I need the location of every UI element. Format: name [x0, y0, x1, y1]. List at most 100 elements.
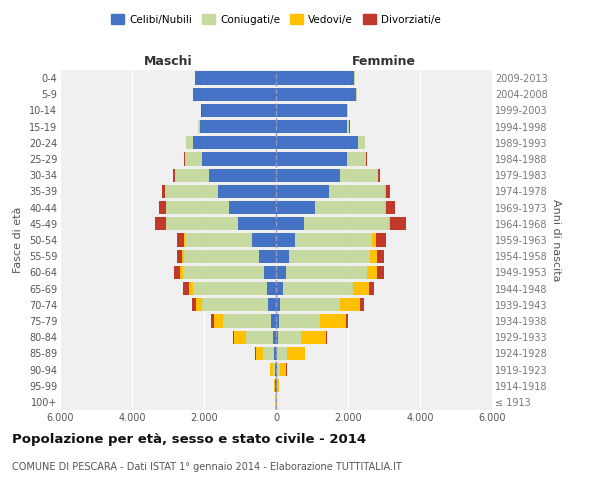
Bar: [276, 266, 286, 279]
Bar: [347, 120, 349, 134]
Bar: [340, 168, 378, 182]
Bar: [385, 185, 386, 198]
Bar: [181, 266, 183, 279]
Bar: [263, 346, 274, 360]
Bar: [155, 217, 166, 230]
Bar: [275, 363, 276, 376]
Bar: [233, 330, 246, 344]
Bar: [214, 314, 223, 328]
Bar: [278, 330, 301, 344]
Bar: [184, 282, 188, 295]
Bar: [377, 266, 384, 279]
Bar: [276, 120, 347, 134]
Bar: [184, 234, 185, 246]
Bar: [189, 282, 193, 295]
Bar: [276, 104, 347, 117]
Bar: [184, 152, 185, 166]
Bar: [202, 298, 268, 312]
Bar: [218, 185, 276, 198]
Bar: [177, 234, 184, 246]
Bar: [276, 363, 277, 376]
Bar: [272, 363, 275, 376]
Bar: [159, 201, 166, 214]
Bar: [199, 120, 200, 134]
Bar: [177, 250, 182, 263]
Bar: [315, 201, 385, 214]
Bar: [385, 201, 386, 214]
Text: Maschi: Maschi: [143, 54, 193, 68]
Bar: [274, 379, 275, 392]
Bar: [185, 234, 251, 246]
Bar: [196, 298, 202, 312]
Bar: [193, 282, 266, 295]
Bar: [276, 314, 278, 328]
Bar: [353, 282, 369, 295]
Bar: [271, 314, 276, 328]
Bar: [276, 72, 355, 85]
Y-axis label: Fasce di età: Fasce di età: [13, 207, 23, 273]
Bar: [166, 201, 229, 214]
Bar: [386, 185, 390, 198]
Bar: [276, 185, 329, 198]
Bar: [276, 217, 304, 230]
Bar: [200, 120, 276, 134]
Bar: [270, 363, 272, 376]
Bar: [238, 217, 276, 230]
Bar: [193, 88, 276, 101]
Bar: [376, 234, 386, 246]
Bar: [361, 298, 364, 312]
Bar: [369, 282, 374, 295]
Bar: [276, 152, 347, 166]
Bar: [370, 250, 377, 263]
Bar: [280, 363, 286, 376]
Bar: [346, 314, 349, 328]
Bar: [276, 234, 295, 246]
Bar: [274, 346, 276, 360]
Bar: [283, 282, 353, 295]
Bar: [175, 168, 209, 182]
Bar: [277, 346, 287, 360]
Bar: [340, 298, 361, 312]
Bar: [202, 104, 276, 117]
Bar: [255, 346, 256, 360]
Bar: [202, 152, 276, 166]
Bar: [185, 152, 202, 166]
Bar: [211, 314, 214, 328]
Bar: [223, 314, 271, 328]
Bar: [373, 234, 376, 246]
Bar: [166, 185, 218, 198]
Bar: [251, 234, 276, 246]
Bar: [259, 250, 276, 263]
Bar: [246, 330, 273, 344]
Bar: [193, 136, 276, 149]
Bar: [389, 217, 391, 230]
Bar: [276, 88, 356, 101]
Bar: [276, 201, 315, 214]
Bar: [187, 136, 193, 149]
Bar: [287, 346, 305, 360]
Bar: [347, 152, 366, 166]
Legend: Celibi/Nubili, Coniugati/e, Vedovi/e, Divorziati/e: Celibi/Nubili, Coniugati/e, Vedovi/e, Di…: [107, 10, 445, 29]
Text: Popolazione per età, sesso e stato civile - 2014: Popolazione per età, sesso e stato civil…: [12, 432, 366, 446]
Bar: [277, 363, 280, 376]
Bar: [286, 266, 367, 279]
Bar: [174, 266, 181, 279]
Bar: [276, 282, 283, 295]
Bar: [276, 346, 277, 360]
Text: Femmine: Femmine: [352, 54, 416, 68]
Bar: [378, 168, 380, 182]
Bar: [268, 298, 276, 312]
Bar: [377, 250, 384, 263]
Bar: [276, 330, 278, 344]
Bar: [386, 201, 395, 214]
Bar: [301, 330, 326, 344]
Bar: [280, 298, 340, 312]
Bar: [366, 152, 367, 166]
Bar: [195, 72, 276, 85]
Bar: [266, 282, 276, 295]
Bar: [184, 250, 259, 263]
Bar: [183, 266, 264, 279]
Bar: [367, 266, 377, 279]
Bar: [277, 379, 279, 392]
Text: COMUNE DI PESCARA - Dati ISTAT 1° gennaio 2014 - Elaborazione TUTTITALIA.IT: COMUNE DI PESCARA - Dati ISTAT 1° gennai…: [12, 462, 402, 472]
